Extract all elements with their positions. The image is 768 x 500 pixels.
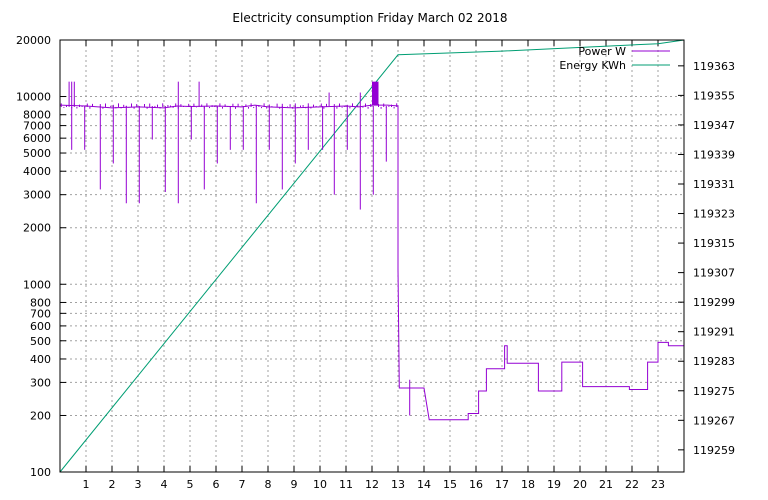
x-tick-label: 20: [573, 478, 587, 491]
plot-frame: [59, 39, 685, 473]
y2-tick-label: 119275: [693, 385, 735, 398]
y-tick-label: 20000: [16, 34, 51, 47]
y2-tick-label: 119339: [693, 148, 735, 161]
y2-tick-label: 119323: [693, 208, 735, 221]
x-tick-label: 14: [417, 478, 431, 491]
chart-title: Electricity consumption Friday March 02 …: [232, 11, 507, 25]
y-tick-label: 800: [30, 296, 51, 309]
x-tick-label: 22: [625, 478, 639, 491]
y-tick-label: 5000: [23, 147, 51, 160]
series: [59, 39, 685, 473]
y-tick-label: 200: [30, 409, 51, 422]
x-tick-label: 16: [469, 478, 483, 491]
y2-tick-label: 119363: [693, 60, 735, 73]
x-tick-label: 11: [339, 478, 353, 491]
x-tick-label: 19: [547, 478, 561, 491]
x-tick-label: 4: [161, 478, 168, 491]
x-tick-label: 23: [651, 478, 665, 491]
energy-line: [59, 39, 685, 473]
legend-label-energy: Energy KWh: [559, 59, 626, 72]
y2-tick-label: 119355: [693, 89, 735, 102]
y-tick-label: 600: [30, 320, 51, 333]
x-tick-label: 9: [291, 478, 298, 491]
y2-tick-label: 119283: [693, 355, 735, 368]
x-tick-label: 7: [239, 478, 246, 491]
x-tick-label: 17: [495, 478, 509, 491]
x-tick-label: 12: [365, 478, 379, 491]
grid: [60, 39, 684, 473]
power-dense-band: [372, 81, 379, 106]
x-tick-label: 21: [599, 478, 613, 491]
legend-label-power: Power W: [578, 45, 626, 58]
y-tick-label: 100: [30, 466, 51, 479]
x-tick-label: 15: [443, 478, 457, 491]
y-tick-label: 1000: [23, 278, 51, 291]
y2-tick-label: 119299: [693, 296, 735, 309]
y-tick-label: 2000: [23, 222, 51, 235]
y2-tick-label: 119307: [693, 267, 735, 280]
y-tick-label: 500: [30, 335, 51, 348]
y2-tick-label: 119347: [693, 119, 735, 132]
x-tick-label: 10: [313, 478, 327, 491]
y-tick-label: 8000: [23, 109, 51, 122]
x-tick-label: 13: [391, 478, 405, 491]
x-tick-label: 1: [83, 478, 90, 491]
y-tick-label: 400: [30, 353, 51, 366]
y2-tick-label: 119291: [693, 326, 735, 339]
y-tick-label: 300: [30, 376, 51, 389]
axis-labels: 1 2 3 4 5 6 7 8 9 10 11 12 13 14 15 16 17 18 19 20 21 22 23100…: [16, 34, 735, 491]
x-tick-label: 8: [265, 478, 272, 491]
y-tick-label: 10000: [16, 91, 51, 104]
y-tick-label: 3000: [23, 189, 51, 202]
x-tick-label: 5: [187, 478, 194, 491]
y-tick-label: 4000: [23, 165, 51, 178]
y-tick-label: 7000: [23, 120, 51, 133]
y2-tick-label: 119267: [693, 414, 735, 427]
x-tick-label: 6: [213, 478, 220, 491]
x-tick-label: 2: [109, 478, 116, 491]
y-tick-label: 700: [30, 307, 51, 320]
y2-tick-label: 119259: [693, 444, 735, 457]
y2-tick-label: 119331: [693, 178, 735, 191]
x-tick-label: 18: [521, 478, 535, 491]
y-tick-label: 6000: [23, 132, 51, 145]
y2-tick-label: 119315: [693, 237, 735, 250]
x-tick-label: 3: [135, 478, 142, 491]
